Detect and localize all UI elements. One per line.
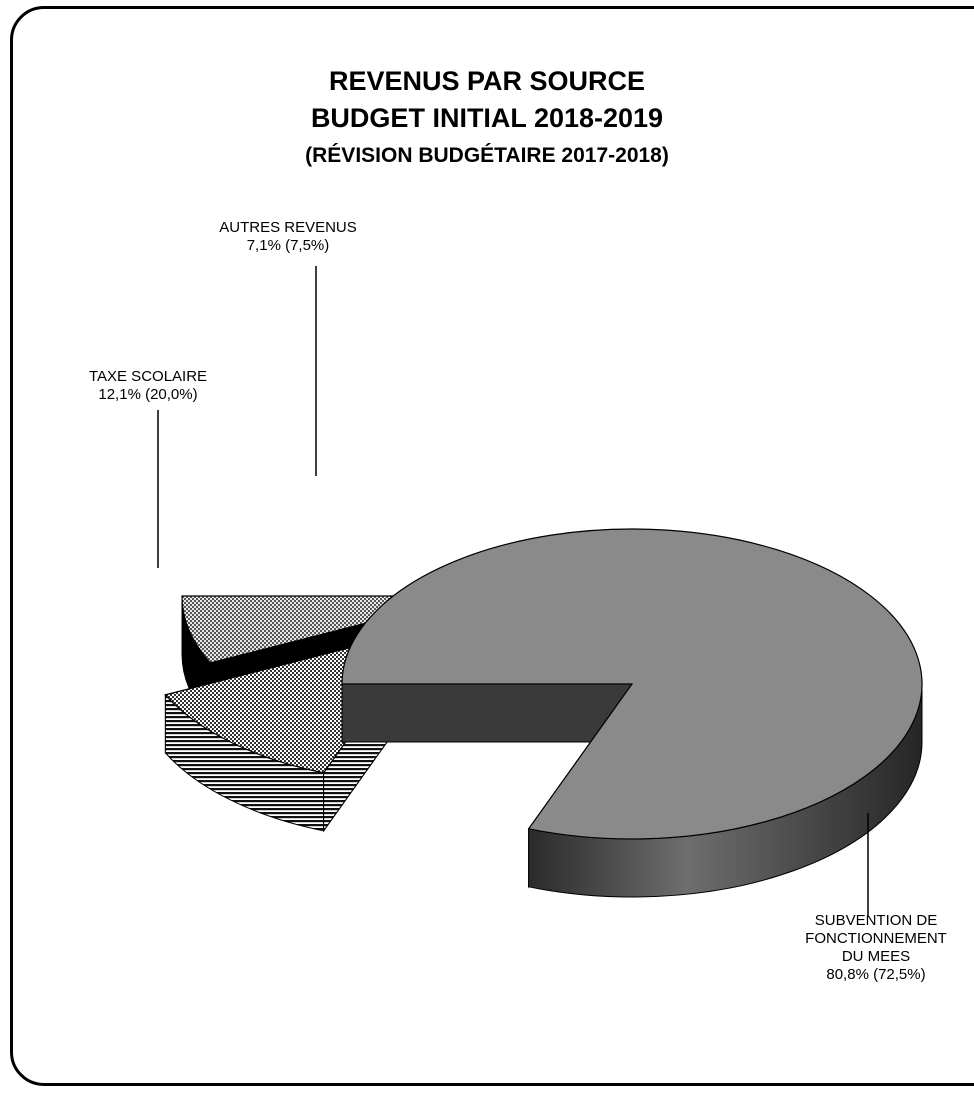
chart-title: REVENUS PAR SOURCE [329,66,645,96]
slice-name-label: SUBVENTION DE [815,912,938,929]
slice-name-label: TAXE SCOLAIRE [89,368,207,385]
pie-slice-0 [341,528,923,898]
pie-slices [164,528,923,898]
slice-name-label: FONCTIONNEMENT [805,930,947,947]
chart-frame [10,6,974,1086]
slice-value-label: 7,1% (7,5%) [247,237,330,254]
chart-subtitle: BUDGET INITIAL 2018-2019 [311,103,663,133]
slice-cut-face [341,683,633,743]
chart-subtitle-revision: (RÉVISION BUDGÉTAIRE 2017-2018) [305,144,669,167]
slice-value-label: 12,1% (20,0%) [98,386,197,403]
chart-title-block: REVENUS PAR SOURCE BUDGET INITIAL 2018-2… [305,66,669,167]
slice-value-label: 80,8% (72,5%) [826,966,925,983]
leader-lines [157,266,869,915]
slice-top [341,528,923,840]
slice-name-label: AUTRES REVENUS [219,219,357,236]
slice-name-label: DU MEES [842,948,910,965]
